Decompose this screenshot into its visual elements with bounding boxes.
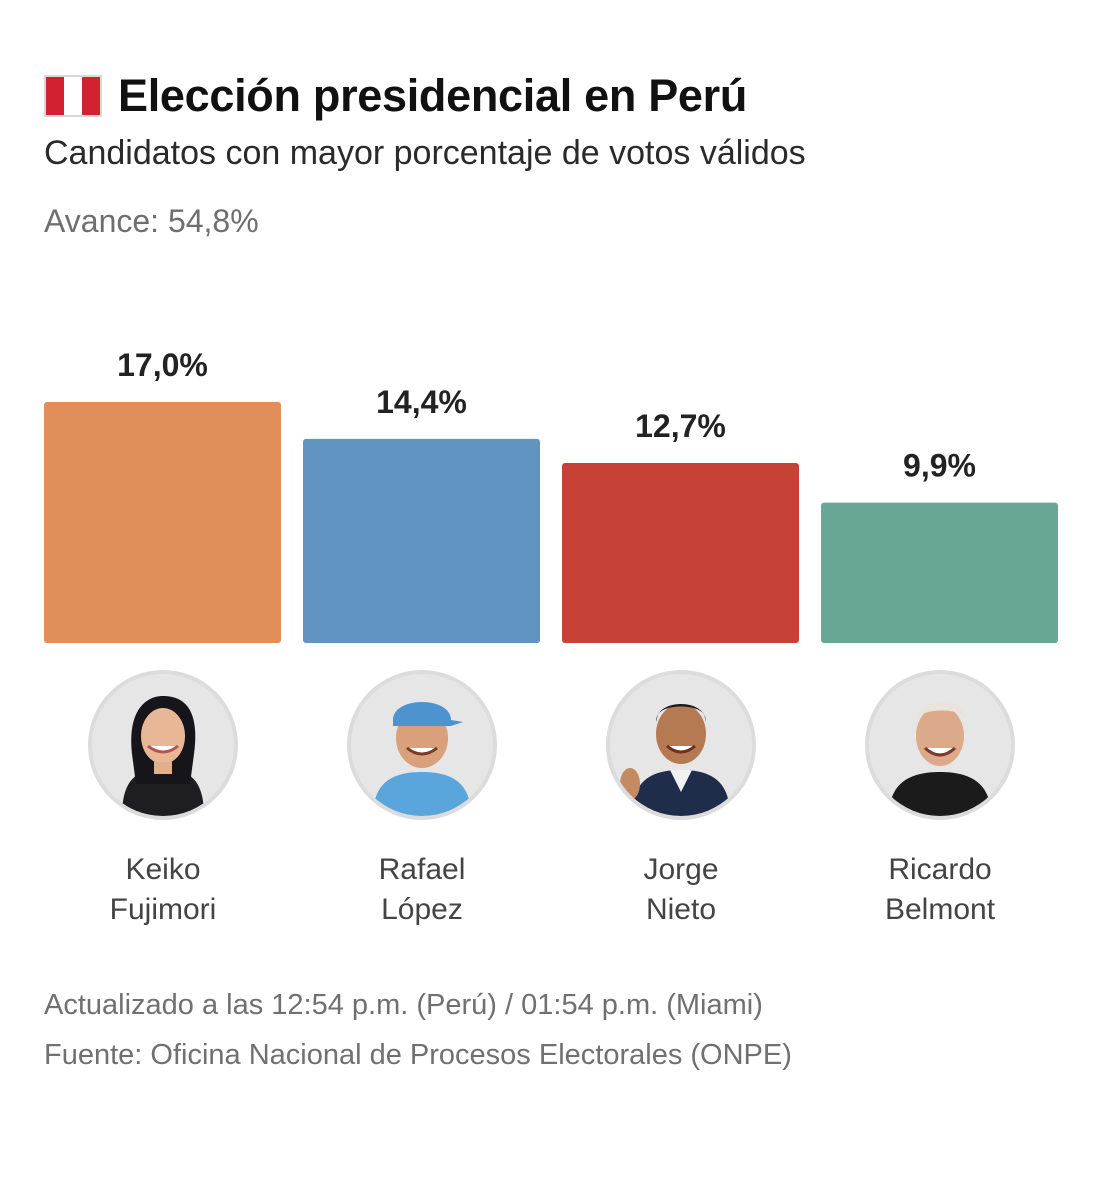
candidate-first-name: Keiko <box>125 853 201 886</box>
bar-nieto <box>562 462 799 643</box>
candidate-first-name: Jorge <box>643 853 719 886</box>
bar-belmont <box>821 502 1058 643</box>
candidate-last-name: Belmont <box>884 893 996 926</box>
candidate-first-name: Rafael <box>378 853 466 886</box>
bar-lopez <box>303 438 540 643</box>
candidate-name-fujimori: Keiko Fujimori <box>44 850 282 930</box>
candidate-fujimori: Keiko Fujimori <box>44 670 282 930</box>
candidate-photo-lopez <box>347 670 497 820</box>
candidate-name-lopez: Rafael López <box>303 850 541 930</box>
value-label-belmont: 9,9% <box>903 448 976 484</box>
chart-title: Elección presidencial en Perú <box>118 70 748 121</box>
candidate-last-name: Fujimori <box>109 893 217 926</box>
progress-label: Avance: 54,8% <box>44 203 259 239</box>
value-label-lopez: 14,4% <box>376 384 467 420</box>
candidate-nieto: Jorge Nieto <box>562 670 800 930</box>
value-label-fujimori: 17,0% <box>117 347 208 383</box>
candidate-name-nieto: Jorge Nieto <box>562 850 800 930</box>
source-note: Fuente: Oficina Nacional de Procesos Ele… <box>44 1039 792 1071</box>
flag-stripe-red-right <box>82 77 100 115</box>
flag-stripe-white <box>64 77 82 115</box>
flag-stripe-red-left <box>46 77 64 115</box>
candidate-last-name: López <box>381 893 463 926</box>
candidate-belmont: Ricardo Belmont <box>821 670 1059 930</box>
candidate-name-belmont: Ricardo Belmont <box>821 850 1059 930</box>
chart-subtitle: Candidatos con mayor porcentaje de votos… <box>44 134 806 172</box>
candidate-photo-belmont <box>865 670 1015 820</box>
candidate-first-name: Ricardo <box>888 853 992 886</box>
peru-flag-icon <box>44 75 102 117</box>
updated-note: Actualizado a las 12:54 p.m. (Perú) / 01… <box>44 989 763 1021</box>
bar-fujimori <box>44 402 281 643</box>
candidate-photo-fujimori <box>88 670 238 820</box>
bar-chart: 17,0% 14,4% 12,7% 9,9% <box>44 347 1058 643</box>
candidate-last-name: Nieto <box>645 893 717 926</box>
candidate-lopez: Rafael López <box>303 670 541 930</box>
title-row: Elección presidencial en Perú <box>44 70 806 122</box>
chart-footer: Actualizado a las 12:54 p.m. (Perú) / 01… <box>44 980 792 1080</box>
chart-header: Elección presidencial en Perú Candidatos… <box>44 70 806 240</box>
candidate-photo-nieto <box>606 670 756 820</box>
value-label-nieto: 12,7% <box>635 408 726 444</box>
